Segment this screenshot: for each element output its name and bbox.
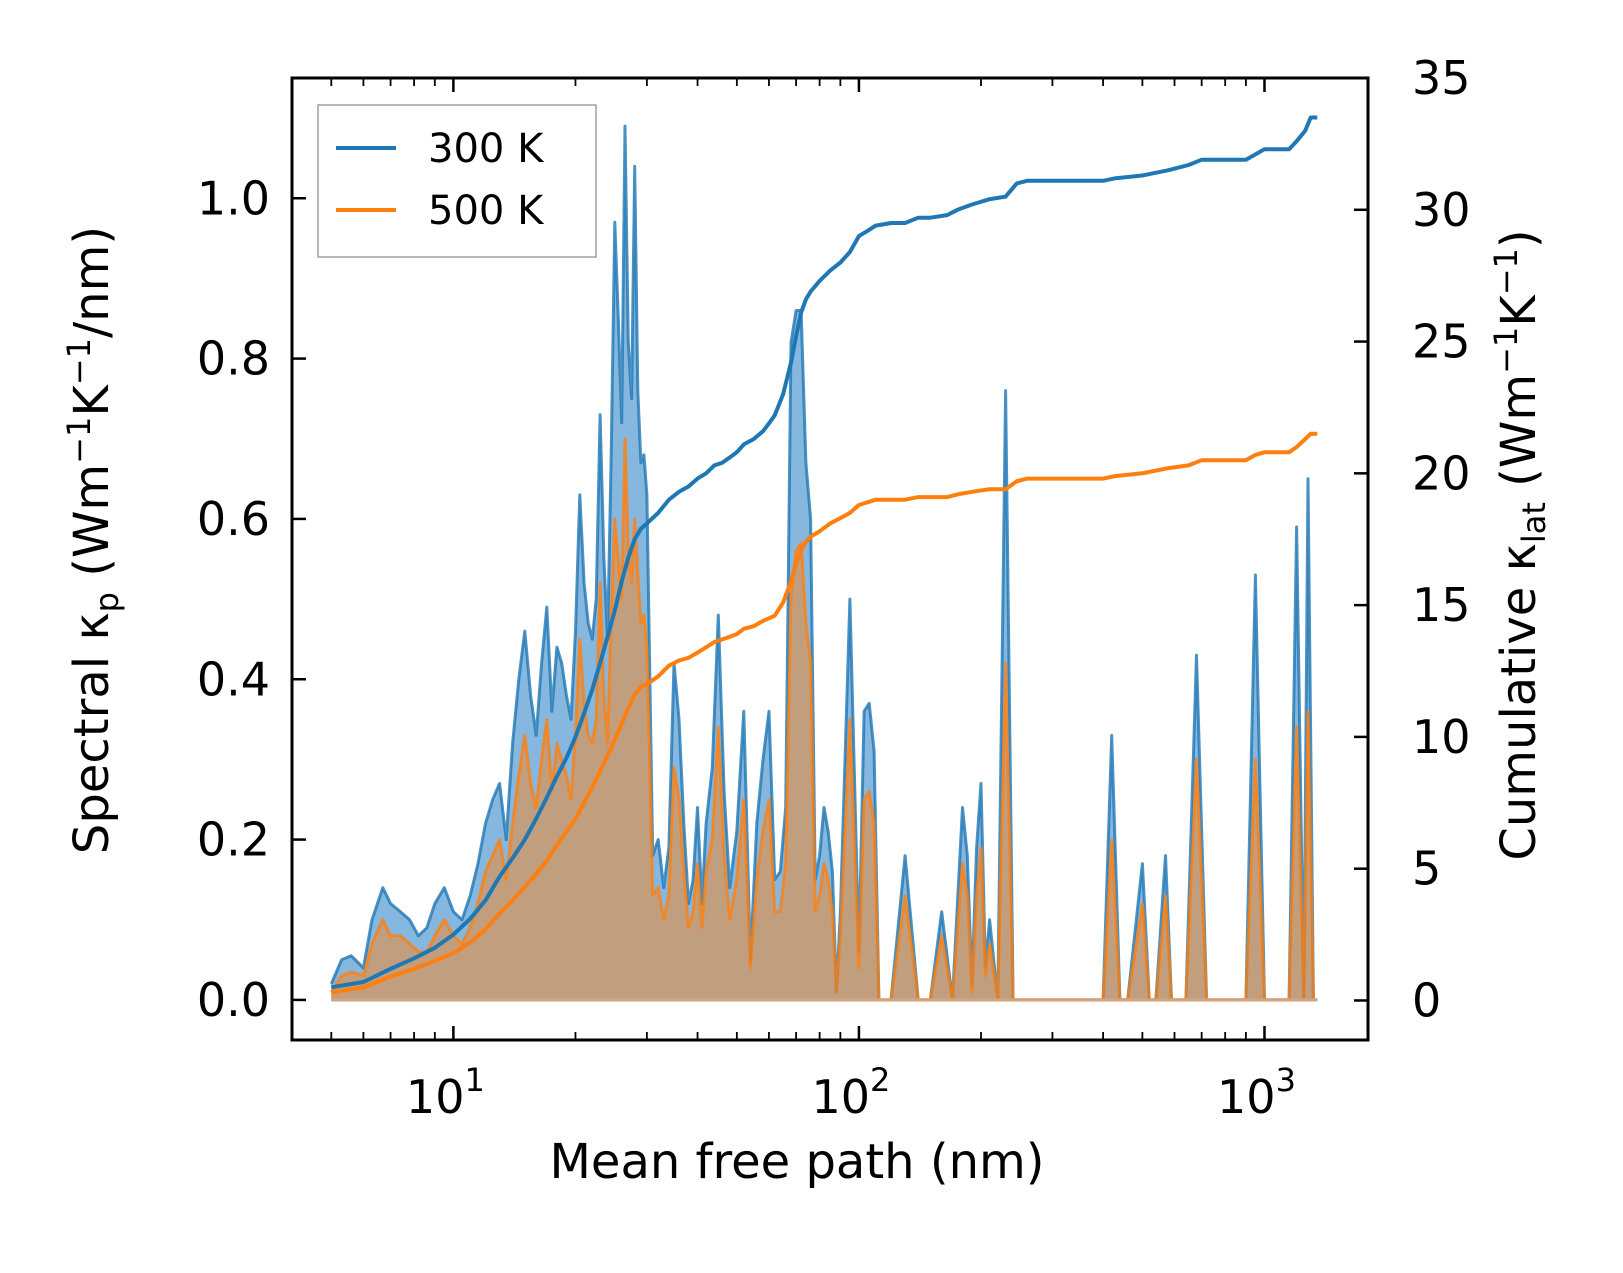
y-left-tick-label: 0.6 (197, 492, 270, 546)
y-right-title-sub: lat (1515, 502, 1553, 543)
y-right-title-mid: K (1491, 294, 1547, 327)
x-tick-exponent: 1 (464, 1061, 484, 1099)
y-axis-left-title: Spectral κp (Wm−1K−1/nm) (60, 226, 126, 854)
y-right-tick-label: 5 (1412, 842, 1441, 896)
legend-label-300k: 300 K (428, 126, 545, 172)
x-tick-base: 10 (811, 1070, 870, 1124)
y-right-title-unit-pre: (Wm (1491, 374, 1547, 502)
y-right-tick-label: 30 (1412, 183, 1471, 237)
y-axis-right-title: Cumulative κlat (Wm−1K−1) (1487, 229, 1553, 860)
y-left-title-unit-pre: (Wm (64, 464, 120, 592)
x-tick-base: 10 (406, 1070, 465, 1124)
y-left-title-sup2: −1 (60, 338, 98, 385)
y-right-tick-label: 20 (1412, 446, 1471, 500)
y-right-tick-label: 25 (1412, 315, 1471, 369)
y-right-title-unit-post: ) (1491, 229, 1547, 248)
x-tick-exponent: 3 (1276, 1061, 1296, 1099)
y-left-tick-label: 1.0 (197, 171, 270, 225)
y-right-title-sup1: −1 (1487, 327, 1525, 374)
y-right-title-sup2: −1 (1487, 248, 1525, 295)
y-left-title-unit-post: /nm) (64, 226, 120, 338)
y-left-tick-label: 0.2 (197, 813, 270, 867)
x-axis-title: Mean free path (nm) (550, 1134, 1045, 1190)
y-right-tick-label: 0 (1412, 973, 1441, 1027)
mfp-chart: 101 102 1030.00.20.40.60.81.00510152025303… (0, 0, 1623, 1273)
y-right-tick-label: 15 (1412, 578, 1471, 632)
y-left-tick-label: 0.8 (197, 332, 270, 386)
x-tick-exponent: 2 (870, 1061, 890, 1099)
y-left-tick-label: 0.4 (197, 652, 270, 706)
legend-label-500k: 500 K (428, 188, 545, 234)
y-right-title-main: Cumulative κ (1491, 543, 1547, 861)
y-left-title-sub: p (88, 592, 126, 612)
legend: 300 K 500 K (318, 105, 596, 257)
y-right-tick-label: 35 (1412, 51, 1471, 105)
y-left-title-mid: K (64, 384, 120, 417)
x-tick-base: 10 (1217, 1070, 1276, 1124)
y-left-title-main: Spectral κ (64, 612, 120, 854)
y-left-tick-label: 0.0 (197, 973, 270, 1027)
y-right-tick-label: 10 (1412, 710, 1471, 764)
y-left-title-sup1: −1 (60, 417, 98, 464)
